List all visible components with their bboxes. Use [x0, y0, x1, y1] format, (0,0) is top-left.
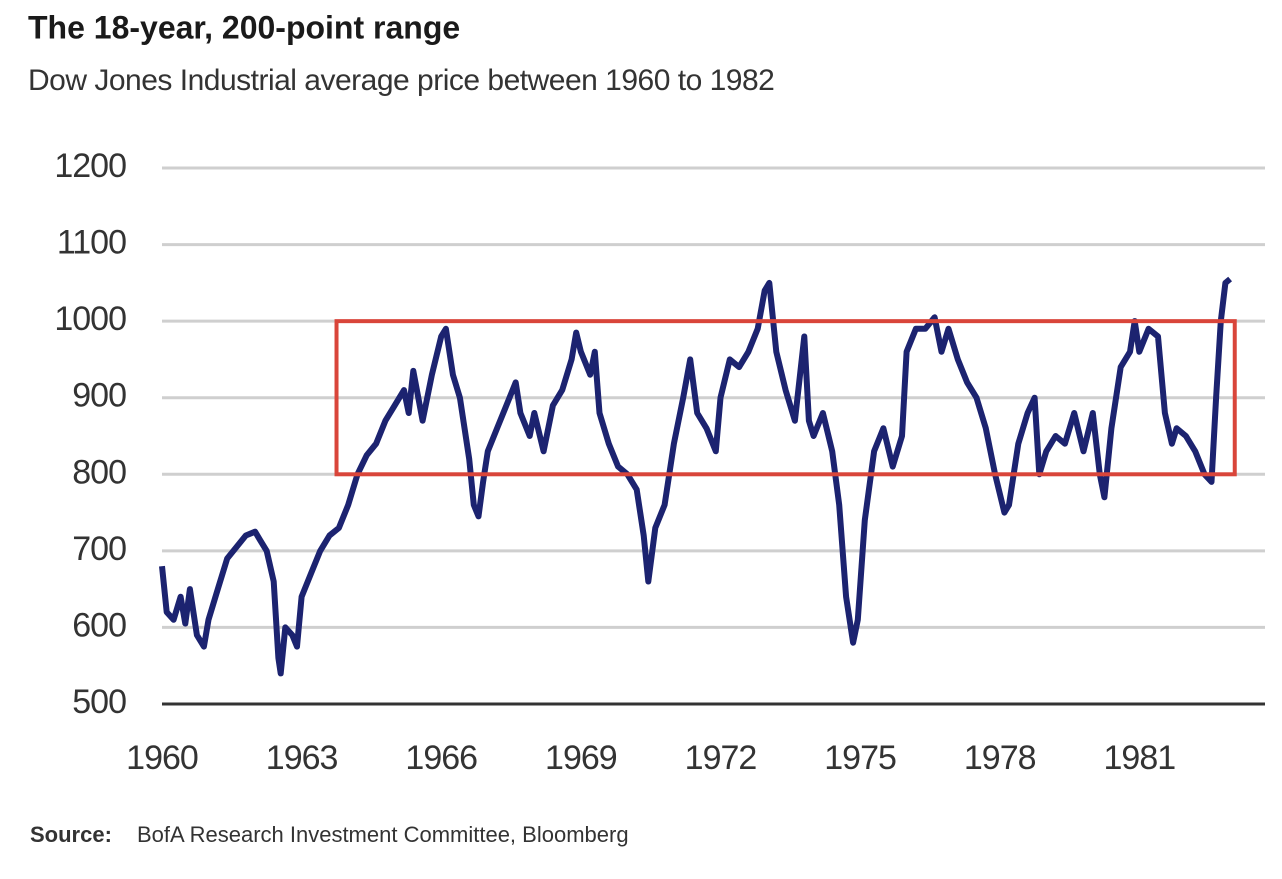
- price-line: [159, 276, 1233, 677]
- x-tick-label: 1963: [266, 739, 338, 777]
- y-tick-label: 1200: [54, 147, 126, 185]
- x-tick-label: 1981: [1104, 739, 1176, 777]
- y-tick-label: 900: [72, 377, 126, 415]
- y-tick-label: 800: [72, 453, 126, 491]
- chart-subtitle: Dow Jones Industrial average price betwe…: [28, 64, 774, 97]
- x-tick-label: 1972: [685, 739, 757, 777]
- y-tick-label: 500: [72, 683, 126, 721]
- range-box: [334, 319, 1237, 477]
- y-tick-label: 600: [72, 606, 126, 644]
- y-tick-label: 1000: [54, 300, 126, 338]
- x-tick-label: 1969: [545, 739, 617, 777]
- x-tick-label: 1978: [964, 739, 1036, 777]
- chart-title: The 18-year, 200-point range: [28, 9, 460, 45]
- y-tick-label: 1100: [57, 224, 126, 262]
- x-tick-label: 1975: [824, 739, 896, 777]
- x-tick-label: 1960: [126, 739, 198, 777]
- source-label: Source:: [30, 822, 112, 847]
- y-tick-label: 700: [72, 530, 126, 568]
- source: BofA Research Investment Committee, Bloo…: [137, 822, 629, 847]
- x-tick-label: 1966: [405, 739, 477, 777]
